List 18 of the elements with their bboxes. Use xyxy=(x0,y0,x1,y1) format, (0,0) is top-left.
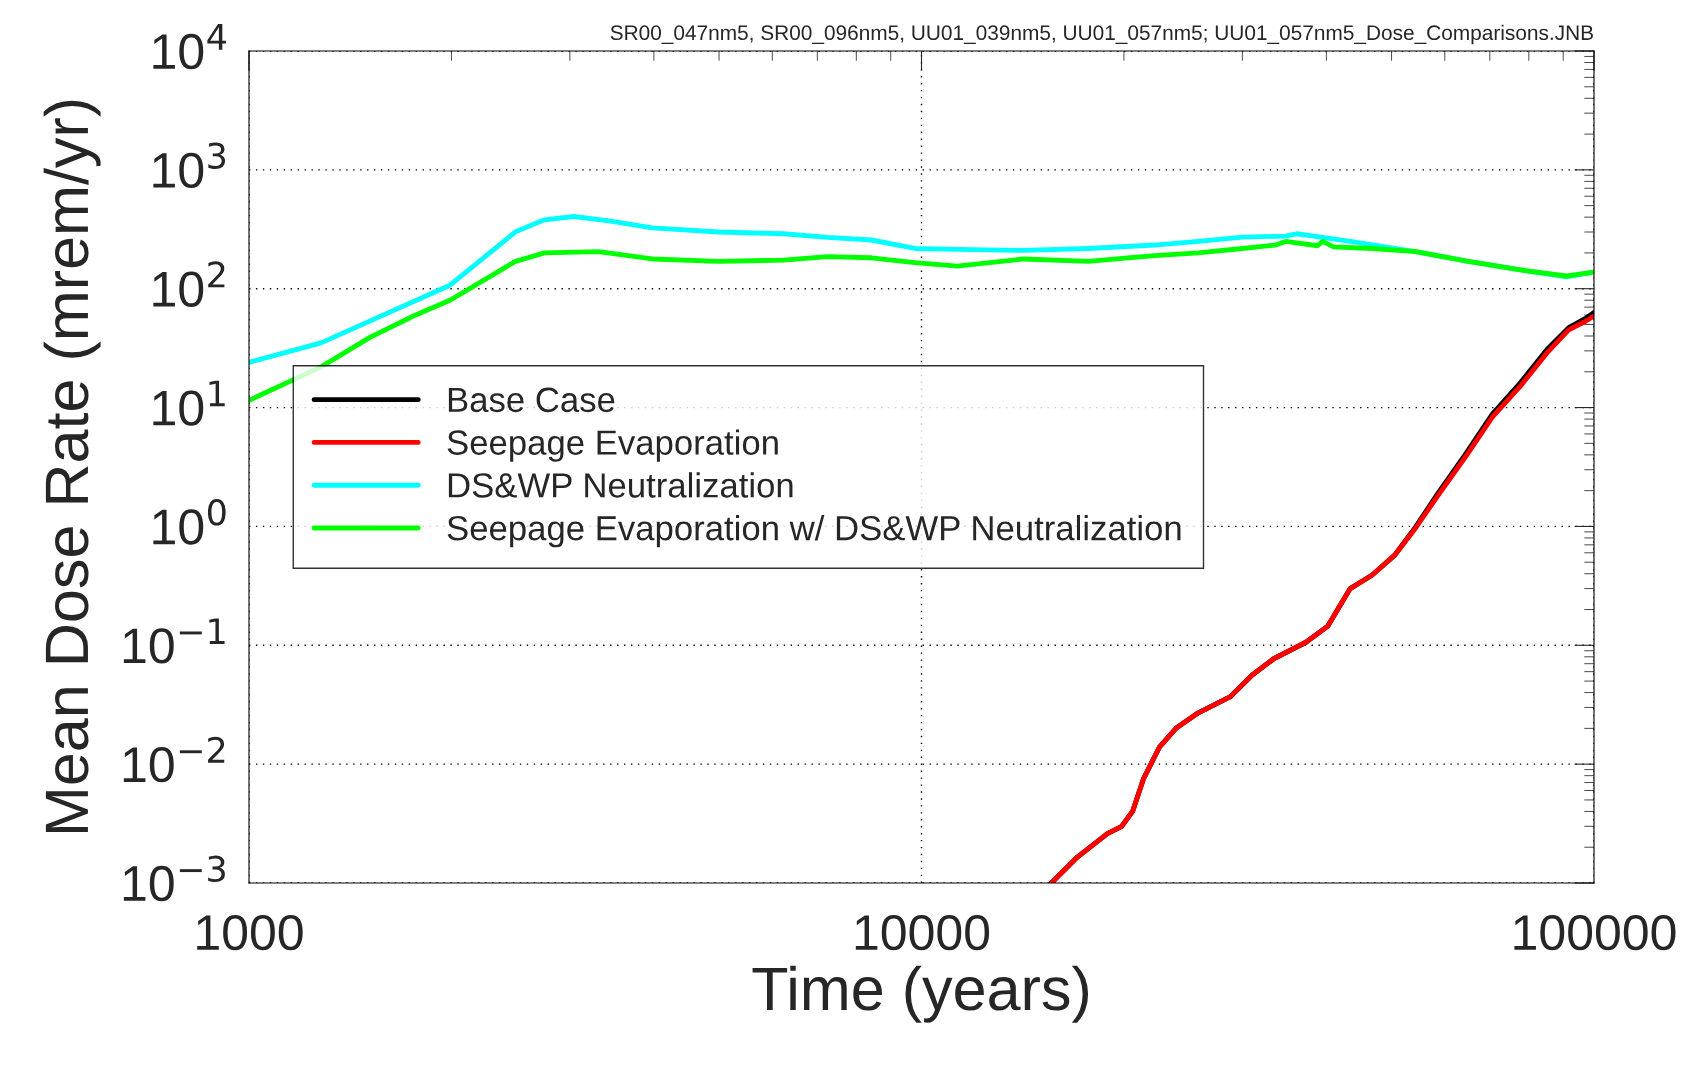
y-tick-label: 10$^{−3}$ xyxy=(123,855,225,902)
y-tick-label: 10$^{3}$ xyxy=(153,142,226,189)
y-axis-title: Mean Dose Rate (mrem/yr) xyxy=(43,100,101,833)
x-tick-label: 1000 xyxy=(197,914,303,951)
legend-label: DS&WP Neutralization xyxy=(448,472,793,498)
y-tick-label: 10$^{1}$ xyxy=(153,380,225,426)
x-tick-label: 10000 xyxy=(855,914,990,951)
x-axis-title: Time (years) xyxy=(752,965,1089,1023)
y-tick-label: 10$^{−1}$ xyxy=(123,618,225,664)
y-tick-label: 10$^{−2}$ xyxy=(123,736,225,783)
y-tick-label: 10$^{0}$ xyxy=(153,499,226,545)
legend-label: Base Case xyxy=(448,387,615,413)
legend-label: Seepage Evaporation w/ DS&WP Neutralization xyxy=(447,514,1181,548)
x-tick-label: 100000 xyxy=(1514,914,1676,951)
chart-title: SR00_047nm5, SR00_096nm5, UU01_039nm5, UU01_057nm5; UU01_057nm5_Dose_Comparisons.JNB xyxy=(610,24,1593,45)
legend-label: Seepage Evaporation xyxy=(447,429,778,462)
y-tick-label: 10$^{2}$ xyxy=(153,261,225,307)
y-tick-label: 10$^{4}$ xyxy=(153,24,226,70)
